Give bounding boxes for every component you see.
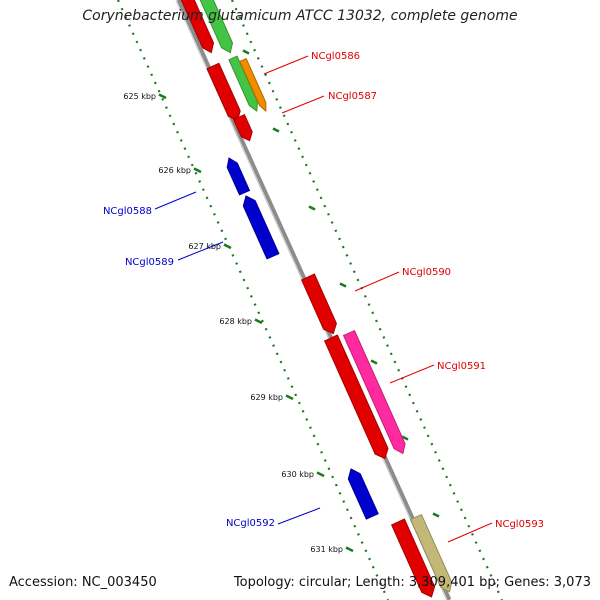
kbp-tick-label: 626 kbp (158, 166, 191, 175)
genome-summary-text: Topology: circular; Length: 3,309,401 bp… (233, 575, 591, 590)
gene-ncgl0589-arrow (242, 195, 280, 260)
kbp-tick-label: 627 kbp (188, 242, 221, 251)
gene-leader-line (389, 364, 435, 384)
gene-ncgl0591-pink-arrow (342, 329, 406, 455)
right-major-tick (370, 359, 378, 365)
gene-leader-line (177, 241, 224, 261)
gene-ncgl0586-arrow (206, 62, 241, 122)
kbp-tick-mark (223, 243, 232, 250)
gene-label: NCgl0587 (328, 91, 377, 102)
kbp-tick-mark (285, 394, 294, 401)
kbp-tick-mark (345, 546, 354, 553)
gene-ncgl0593-khaki-arrow (409, 513, 453, 593)
gene-label: NCgl0589 (125, 257, 174, 268)
kbp-tick-mark (254, 318, 263, 325)
gene-ncgl0593-arrow (390, 518, 436, 598)
gene-label: NCgl0592 (226, 518, 275, 529)
kbp-tick-label: 629 kbp (250, 393, 283, 402)
kbp-tick-mark (316, 471, 325, 478)
kbp-tick-mark (158, 93, 167, 100)
gene-partial-top-red (180, 0, 215, 54)
gene-label: NCgl0586 (311, 51, 360, 62)
gene-ncgl0587-arrow (232, 113, 253, 142)
kbp-tick-mark (193, 167, 202, 174)
gene-ncgl0592-arrow (347, 468, 379, 520)
gene-label: NCgl0590 (402, 267, 451, 278)
right-major-tick (242, 49, 250, 55)
accession-text: Accession: NC_003450 (9, 575, 157, 590)
genome-title: Corynebacterium glutamicum ATCC 13032, c… (82, 8, 518, 24)
gene-leader-line (354, 271, 400, 292)
kbp-tick-label: 631 kbp (310, 545, 343, 554)
gene-partial-top-green (199, 0, 234, 54)
kbp-tick-label: 630 kbp (281, 470, 314, 479)
kbp-tick-label: 628 kbp (219, 317, 252, 326)
right-major-tick (308, 205, 316, 211)
gene-label: NCgl0588 (103, 206, 152, 217)
gene-leader-line (281, 95, 325, 114)
gene-ncgl0591-arrow (323, 334, 389, 460)
gene-leader-line (154, 191, 197, 210)
left-tick-track (116, 0, 390, 600)
right-major-tick (272, 127, 280, 133)
right-tick-track (230, 0, 504, 600)
gene-ncgl0587-orange-arrow (239, 57, 267, 113)
gene-leader-line (263, 55, 309, 75)
gene-leader-line (447, 522, 493, 543)
gene-label: NCgl0593 (495, 519, 544, 530)
gene-label: NCgl0591 (437, 361, 486, 372)
kbp-tick-label: 625 kbp (123, 92, 156, 101)
gene-ncgl0590-arrow (300, 273, 337, 335)
right-major-tick (339, 282, 347, 288)
gene-ncgl0586-green-arrow (228, 55, 259, 112)
gene-leader-line (277, 507, 321, 525)
right-major-tick (401, 435, 409, 441)
gene-ncgl0588-arrow (226, 157, 251, 196)
right-major-tick (432, 512, 440, 518)
